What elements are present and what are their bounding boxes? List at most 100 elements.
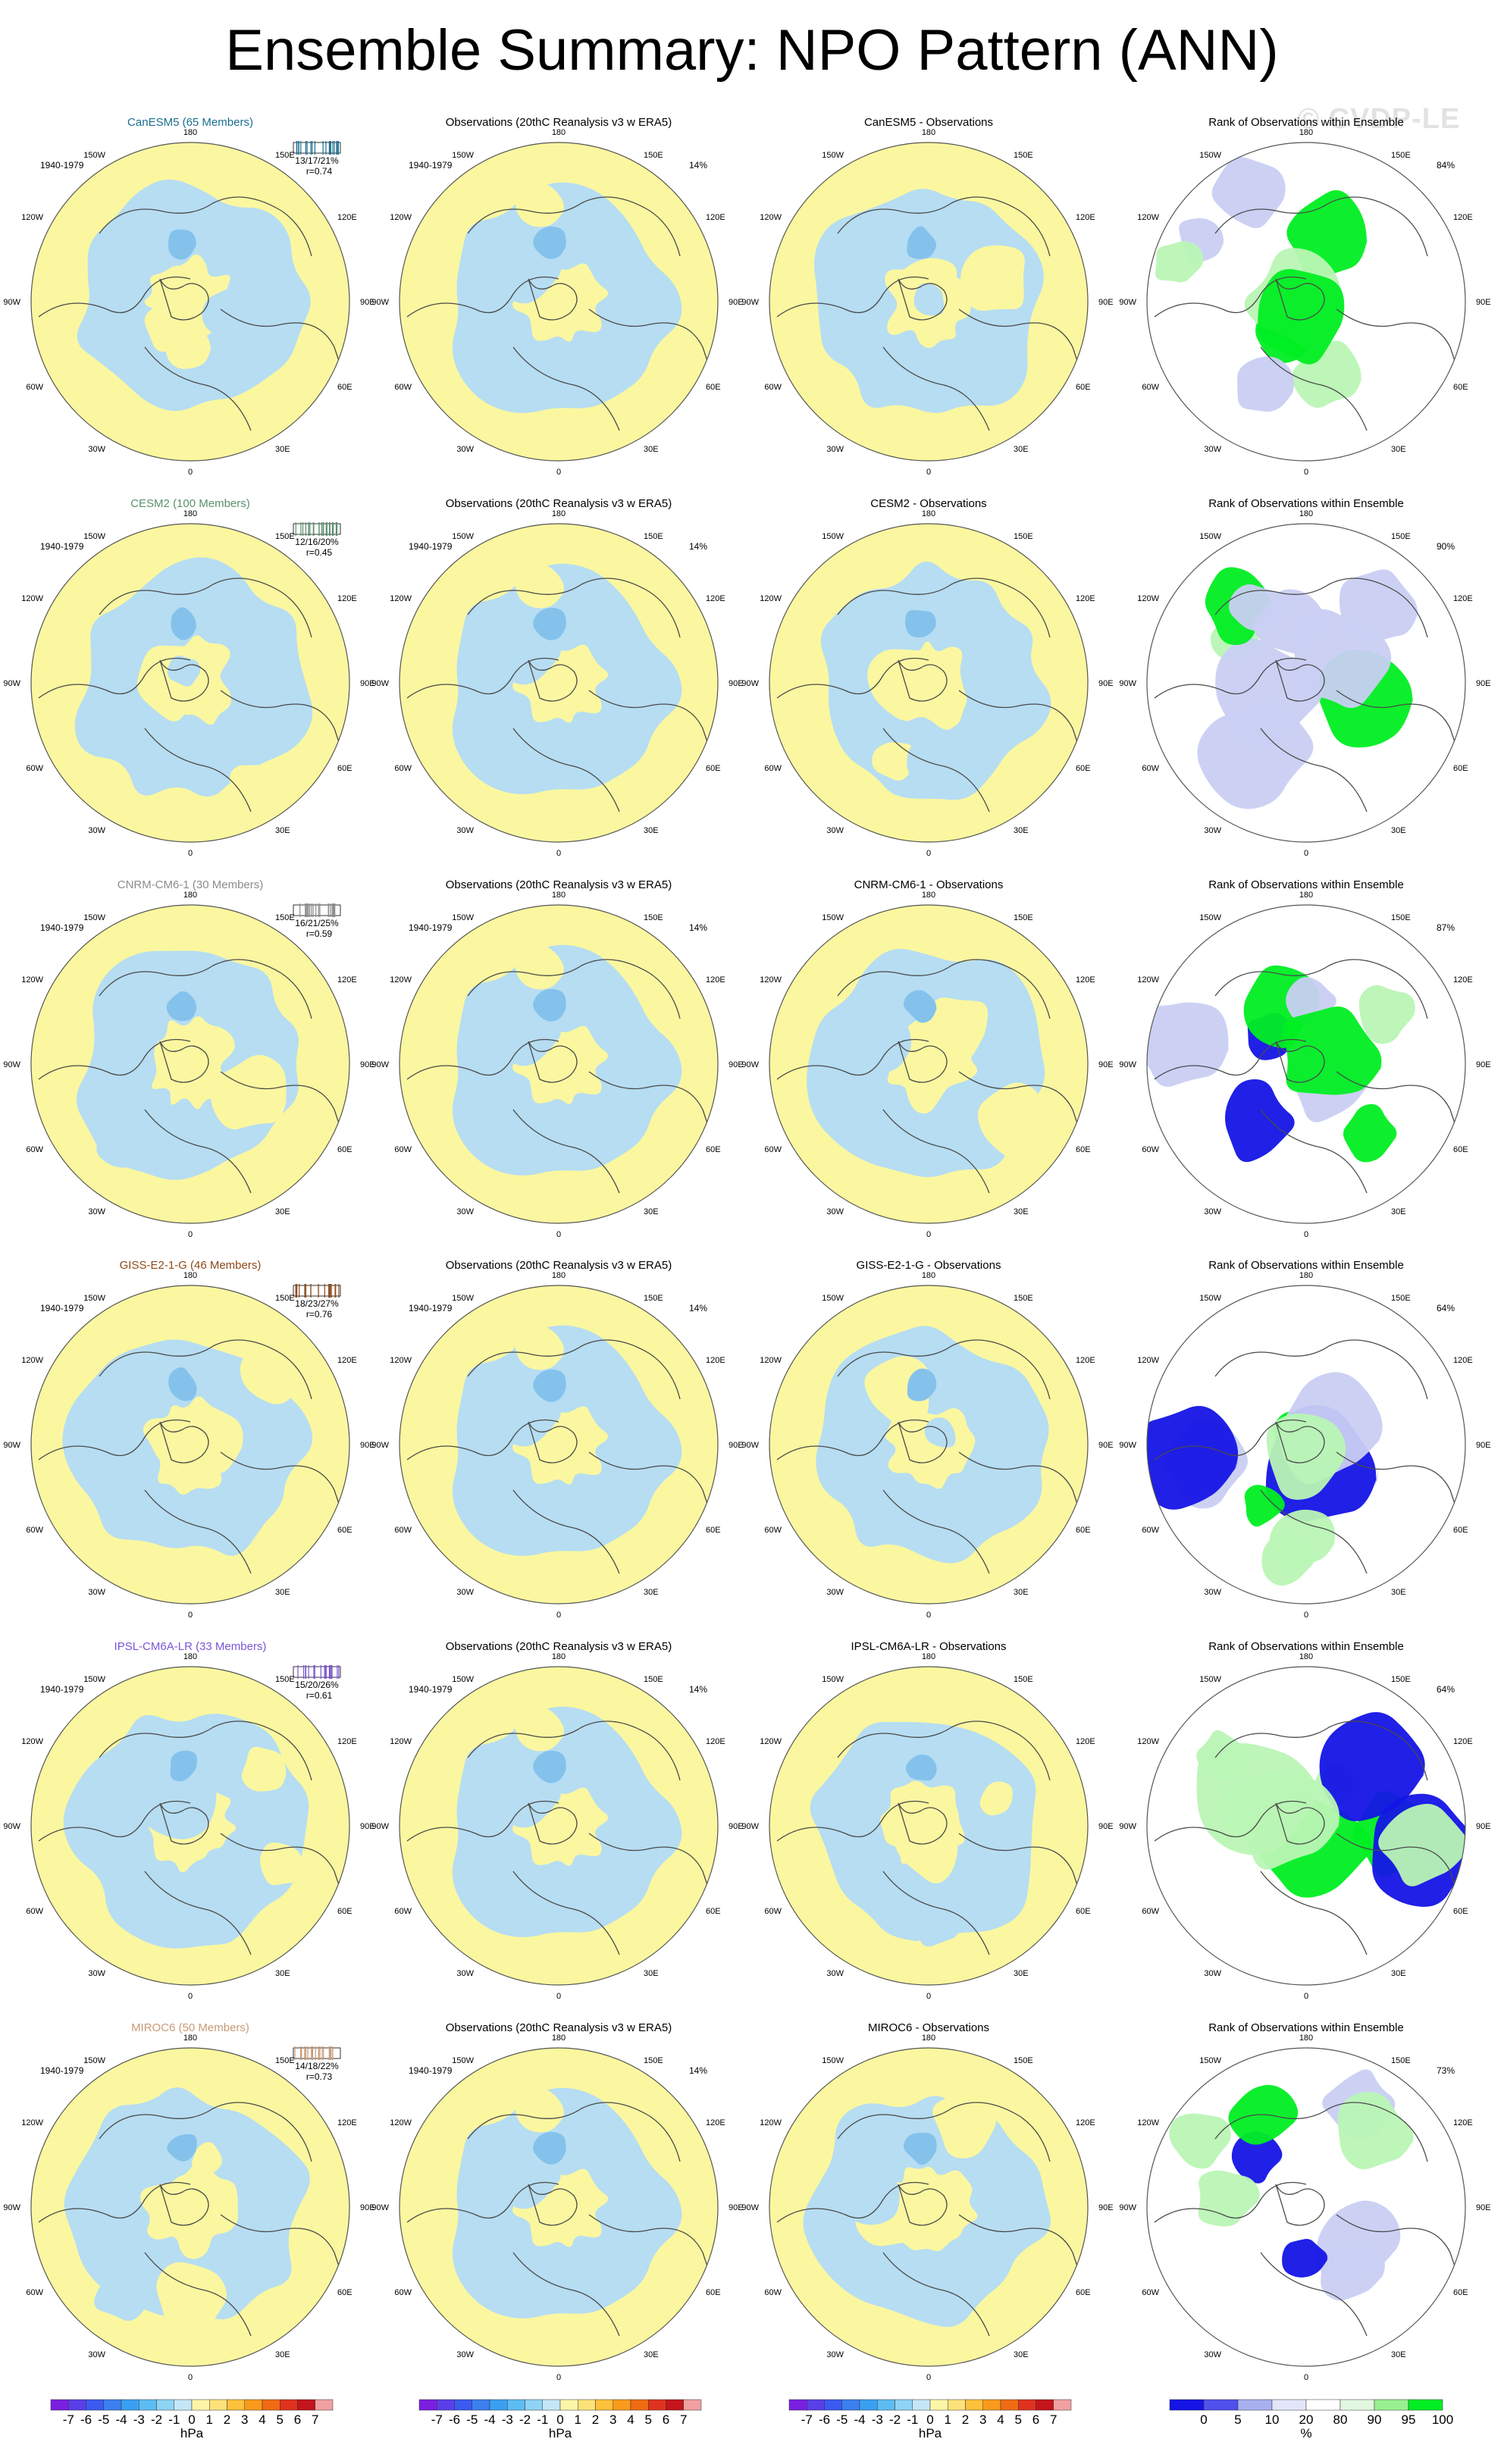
- colorbar-swatch: [454, 2399, 472, 2411]
- colorbar-tick-label: 6: [1032, 2412, 1039, 2427]
- longitude-label: 120E: [337, 975, 357, 985]
- longitude-label: 120W: [760, 1356, 782, 1365]
- longitude-label: 150W: [83, 2056, 105, 2065]
- map-field: [769, 905, 1088, 1223]
- colorbar-tick-label: 3: [241, 2412, 248, 2427]
- observations-variance: 14%: [689, 541, 707, 552]
- longitude-label: 60W: [26, 764, 43, 773]
- colorbar-tick-label: 4: [627, 2412, 634, 2427]
- map-boundary: [769, 1666, 1089, 1986]
- longitude-label: 30W: [456, 2350, 474, 2359]
- longitude-label: 150W: [83, 913, 105, 922]
- observations-panel: Observations (20thC Reanalysis v3 w ERA5…: [371, 116, 743, 477]
- longitude-label: 180: [183, 891, 197, 900]
- longitude-label: 30W: [88, 826, 105, 835]
- strong-negative-region: [171, 607, 197, 640]
- longitude-label: 90E: [1098, 2203, 1114, 2212]
- longitude-label: 60E: [337, 1907, 352, 1916]
- longitude-label: 150W: [452, 913, 474, 922]
- longitude-label: 60E: [337, 383, 352, 392]
- longitude-label: 90W: [3, 679, 20, 688]
- longitude-label: 120W: [21, 1356, 43, 1365]
- strong-negative-region: [533, 226, 567, 259]
- longitude-label: 180: [552, 509, 566, 518]
- longitude-label: 30E: [1391, 826, 1406, 835]
- colorbar-tick-label: 80: [1333, 2412, 1348, 2427]
- longitude-label: 90W: [371, 1441, 389, 1450]
- longitude-label: 120E: [706, 2118, 725, 2127]
- spread-bar: [293, 522, 341, 536]
- longitude-label: 60E: [706, 1907, 721, 1916]
- longitude-label: 120W: [760, 213, 782, 222]
- longitude-label: 180: [922, 891, 935, 900]
- colorbar-tick-label: -3: [872, 2412, 883, 2427]
- longitude-label: 120E: [706, 975, 725, 985]
- map-field: [400, 1285, 718, 1604]
- colorbar-swatch: [982, 2399, 1001, 2411]
- longitude-label: 150E: [1014, 151, 1033, 160]
- ensemble-row: MIROC6 (50 Members) 1940-1979 14/18/22%r=0…: [3, 2021, 1490, 2382]
- rank-title: Rank of Observations within Ensemble: [1208, 1640, 1404, 1653]
- map-boundary: [1146, 523, 1466, 843]
- longitude-label: 120W: [390, 1356, 412, 1365]
- longitude-label: 150E: [1014, 913, 1033, 922]
- longitude-label: 120E: [706, 1356, 725, 1365]
- longitude-label: 30W: [826, 2350, 844, 2359]
- anomaly-region: [229, 765, 263, 793]
- longitude-label: 180: [183, 1652, 197, 1661]
- longitude-label: 30W: [826, 1969, 844, 1978]
- longitude-label: 0: [556, 1611, 561, 1620]
- longitude-label: 30W: [456, 1588, 474, 1597]
- longitude-label: 60E: [1453, 764, 1468, 773]
- rank-percent: 90%: [1437, 541, 1455, 552]
- longitude-label: 90E: [1476, 1060, 1491, 1069]
- anomaly-region: [241, 1746, 287, 1792]
- longitude-label: 60E: [337, 1526, 352, 1535]
- rank-percent: 64%: [1437, 1684, 1455, 1695]
- colorbar-tick-label: 2: [224, 2412, 230, 2427]
- longitude-label: 150E: [1391, 2056, 1411, 2065]
- longitude-label: 0: [926, 1230, 931, 1239]
- observations-title: Observations (20thC Reanalysis v3 w ERA5…: [446, 116, 672, 129]
- longitude-label: 150W: [822, 2056, 844, 2065]
- colorbar-swatch: [788, 2399, 807, 2411]
- anomaly-region: [924, 1417, 956, 1448]
- map-field: [1147, 2048, 1465, 2366]
- map-boundary: [399, 1285, 719, 1605]
- rank-percent: 84%: [1437, 160, 1455, 171]
- longitude-label: 90E: [1476, 2203, 1491, 2212]
- rank-panel: Rank of Observations within Ensemble 73% 1…: [1119, 2021, 1490, 2382]
- longitude-label: 120W: [21, 213, 43, 222]
- colorbar-tick-label: -1: [537, 2412, 548, 2427]
- longitude-label: 90E: [728, 2203, 744, 2212]
- colorbar-tick-label: -4: [484, 2412, 495, 2427]
- colorbar-swatch: [489, 2399, 508, 2411]
- anomaly-region: [167, 655, 202, 687]
- model-panel: CanESM5 (65 Members) 1940-1979 13/17/21%r=…: [3, 116, 374, 477]
- longitude-label: 180: [922, 2034, 935, 2043]
- rank-region: [1228, 584, 1288, 631]
- spread-bar: [293, 903, 341, 917]
- longitude-label: 60W: [1142, 2288, 1159, 2297]
- longitude-label: 120E: [337, 594, 357, 603]
- colorbar-swatch: [262, 2399, 280, 2411]
- colorbar-swatch: [139, 2399, 157, 2411]
- longitude-label: 60W: [26, 1145, 43, 1154]
- colorbar-tick-label: -4: [115, 2412, 127, 2427]
- longitude-label: 30W: [1204, 2350, 1221, 2359]
- longitude-label: 0: [1304, 1992, 1308, 2001]
- map-field: [31, 524, 349, 842]
- colorbar-tick-label: 3: [609, 2412, 616, 2427]
- colorbar-tick-label: 4: [997, 2412, 1004, 2427]
- longitude-label: 30W: [456, 826, 474, 835]
- colorbar-tick-label: 7: [680, 2412, 687, 2427]
- model-title: MIROC6 (50 Members): [131, 2021, 249, 2034]
- longitude-label: 150E: [275, 1675, 295, 1684]
- colorbar-swatch: [1169, 2399, 1205, 2411]
- rank-region: [1198, 2170, 1263, 2227]
- longitude-label: 60E: [337, 1145, 352, 1154]
- map-field: [769, 1667, 1088, 1985]
- colorbar-swatch: [595, 2399, 613, 2411]
- colorbar-unit: hPa: [180, 2426, 204, 2441]
